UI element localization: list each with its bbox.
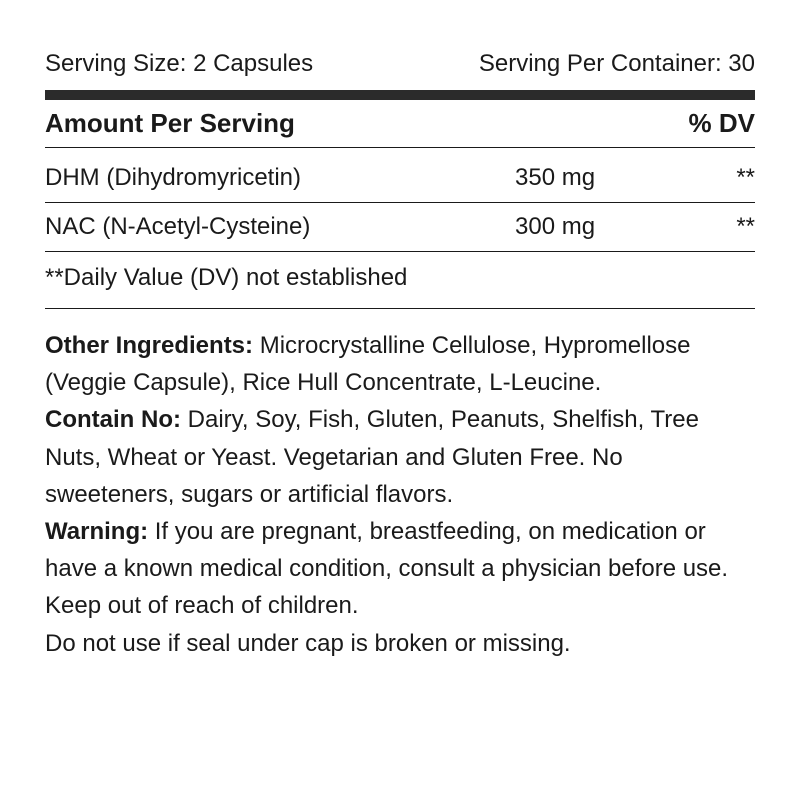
warning-text: If you are pregnant, breastfeeding, on m…	[45, 518, 728, 619]
contain-no-label: Contain No:	[45, 406, 181, 433]
servings-per-container: Serving Per Container: 30	[479, 50, 755, 78]
seal-text: Do not use if seal under cap is broken o…	[45, 630, 571, 657]
ingredient-row: DHM (Dihydromyricetin)350 mg**	[45, 154, 755, 203]
ingredient-dv: **	[695, 164, 755, 192]
body-text: Other Ingredients: Microcrystalline Cell…	[45, 327, 755, 662]
ingredient-row: NAC (N-Acetyl-Cysteine)300 mg**	[45, 203, 755, 252]
ingredient-rows: DHM (Dihydromyricetin)350 mg**NAC (N-Ace…	[45, 154, 755, 252]
ingredient-amount: 350 mg	[515, 164, 695, 192]
ingredient-dv: **	[695, 213, 755, 241]
ingredient-name: NAC (N-Acetyl-Cysteine)	[45, 213, 515, 241]
serving-info-row: Serving Size: 2 Capsules Serving Per Con…	[45, 50, 755, 78]
supplement-facts-panel: Serving Size: 2 Capsules Serving Per Con…	[45, 50, 755, 662]
warning-label: Warning:	[45, 518, 148, 545]
dv-footnote: **Daily Value (DV) not established	[45, 252, 755, 309]
ingredient-name: DHM (Dihydromyricetin)	[45, 164, 515, 192]
table-header-row: Amount Per Serving % DV	[45, 108, 755, 148]
thick-divider	[45, 90, 755, 100]
ingredient-amount: 300 mg	[515, 213, 695, 241]
serving-size: Serving Size: 2 Capsules	[45, 50, 313, 78]
header-amount-per-serving: Amount Per Serving	[45, 108, 295, 139]
header-percent-dv: % DV	[689, 108, 755, 139]
other-ingredients-label: Other Ingredients:	[45, 332, 253, 359]
